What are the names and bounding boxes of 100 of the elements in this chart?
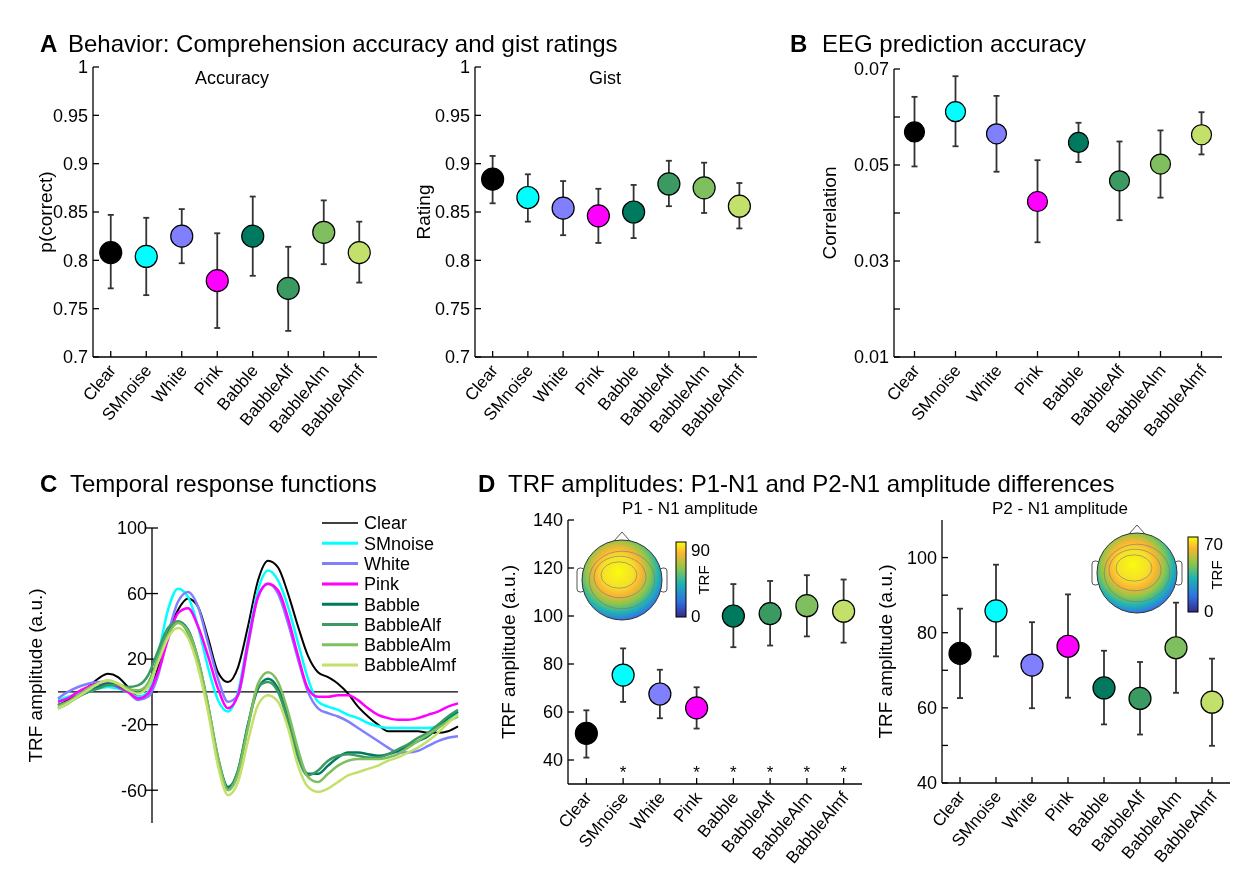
y-axis-title: TRF amplitude (a.u.) bbox=[25, 588, 46, 763]
point bbox=[692, 176, 716, 200]
chart-title: P1 - N1 amplitude bbox=[621, 499, 759, 518]
point bbox=[611, 663, 635, 687]
point bbox=[1092, 676, 1116, 700]
point bbox=[134, 244, 158, 269]
point bbox=[758, 602, 782, 626]
annotation: * bbox=[693, 763, 701, 782]
y-tick-label: 0.07 bbox=[853, 59, 889, 80]
point bbox=[832, 599, 856, 623]
point bbox=[99, 241, 123, 265]
point bbox=[657, 172, 681, 196]
y-tick-label: 0.8 bbox=[62, 250, 88, 271]
legend-label: White bbox=[364, 553, 411, 574]
point bbox=[984, 599, 1008, 623]
annotation: * bbox=[730, 763, 738, 782]
annotation: * bbox=[840, 763, 848, 782]
point bbox=[1200, 690, 1224, 714]
y-tick-label: 0.85 bbox=[434, 202, 470, 223]
legend-label: BabbleAlmf bbox=[364, 655, 458, 676]
point bbox=[574, 721, 598, 745]
y-tick-label: 1 bbox=[459, 57, 470, 78]
text: B bbox=[790, 30, 808, 57]
y-tick-label: 80 bbox=[542, 654, 563, 675]
y-tick-label: 0.7 bbox=[444, 347, 470, 368]
text: D bbox=[478, 470, 496, 497]
point bbox=[481, 167, 505, 191]
y-tick-label: 140 bbox=[532, 510, 563, 531]
point bbox=[1067, 131, 1090, 154]
point bbox=[205, 269, 229, 293]
text: TRF amplitudes: P1-N1 and P2-N1 amplitude differences bbox=[508, 470, 1115, 497]
y-tick-label: 0.01 bbox=[853, 347, 889, 368]
text: Behavior: Comprehension accuracy and gist ratings bbox=[68, 30, 618, 57]
point bbox=[1149, 153, 1172, 175]
legend-label: Clear bbox=[364, 513, 408, 534]
y-tick-label: 0.95 bbox=[434, 105, 470, 126]
annotation: * bbox=[766, 763, 774, 782]
point bbox=[276, 276, 300, 300]
legend-label: Pink bbox=[364, 574, 401, 595]
point bbox=[516, 185, 540, 210]
y-tick-label: 1 bbox=[77, 57, 88, 78]
point bbox=[312, 220, 336, 244]
annotation: 90 bbox=[691, 541, 710, 560]
y-tick-label: 0.75 bbox=[434, 298, 470, 319]
point bbox=[944, 101, 967, 123]
legend-label: SMnoise bbox=[364, 533, 435, 554]
legend-label: BabbleAlm bbox=[364, 635, 452, 656]
y-axis-title: Rating bbox=[413, 184, 434, 240]
chart-title: EEG prediction accuracy bbox=[822, 30, 1087, 57]
point bbox=[241, 224, 265, 248]
annotation: 0 bbox=[691, 607, 701, 626]
point bbox=[1128, 686, 1152, 711]
y-tick-label: 0.03 bbox=[853, 251, 889, 272]
point bbox=[347, 241, 371, 265]
y-tick-label: 60 bbox=[542, 702, 563, 723]
y-tick-label: 40 bbox=[916, 773, 937, 794]
point bbox=[1190, 124, 1213, 146]
point bbox=[1056, 634, 1080, 658]
y-tick-label: 0.95 bbox=[52, 105, 88, 126]
y-tick-label: 120 bbox=[532, 558, 563, 579]
chart-title: Temporal response functions bbox=[70, 470, 377, 497]
y-tick-label: 100 bbox=[116, 518, 147, 539]
chart-title: Gist bbox=[588, 68, 622, 88]
point bbox=[685, 696, 709, 720]
point bbox=[948, 641, 972, 665]
annotation: TRF bbox=[695, 565, 712, 595]
y-tick-label: 0.75 bbox=[52, 298, 88, 319]
chart-title: Accuracy bbox=[194, 68, 270, 88]
y-tick-label: 100 bbox=[906, 547, 937, 568]
point bbox=[622, 200, 646, 224]
point bbox=[727, 194, 751, 218]
text: C bbox=[40, 470, 58, 497]
y-axis-title: TRF amplitude (a.u.) bbox=[498, 564, 519, 740]
y-tick-label: 100 bbox=[532, 606, 563, 627]
y-tick-label: 0.9 bbox=[62, 153, 88, 174]
y-tick-label: 0.9 bbox=[444, 153, 470, 174]
point bbox=[985, 123, 1008, 145]
y-tick-label: 0.05 bbox=[853, 155, 889, 176]
point bbox=[1108, 170, 1131, 192]
y-axis-title: TRF amplitude (a.u.) bbox=[875, 564, 896, 739]
y-tick-label: -20 bbox=[120, 714, 147, 735]
y-tick-label: 80 bbox=[916, 623, 937, 644]
annotation: TRF bbox=[1208, 560, 1225, 590]
point bbox=[903, 121, 926, 143]
point bbox=[1026, 190, 1049, 213]
chart-title: P2 - N1 amplitude bbox=[991, 499, 1129, 518]
point bbox=[170, 224, 194, 248]
point bbox=[795, 594, 819, 618]
point bbox=[648, 682, 672, 706]
y-tick-label: -60 bbox=[120, 780, 147, 801]
y-tick-label: 60 bbox=[916, 698, 937, 719]
y-tick-label: 0.8 bbox=[444, 250, 470, 271]
point bbox=[586, 204, 610, 228]
y-tick-label: 0.7 bbox=[62, 347, 88, 368]
point bbox=[1020, 653, 1044, 677]
y-tick-label: 40 bbox=[542, 750, 563, 771]
legend-label: Babble bbox=[364, 594, 421, 615]
point bbox=[1164, 636, 1188, 660]
y-tick-label: 60 bbox=[126, 583, 147, 604]
annotation: 70 bbox=[1204, 535, 1223, 554]
